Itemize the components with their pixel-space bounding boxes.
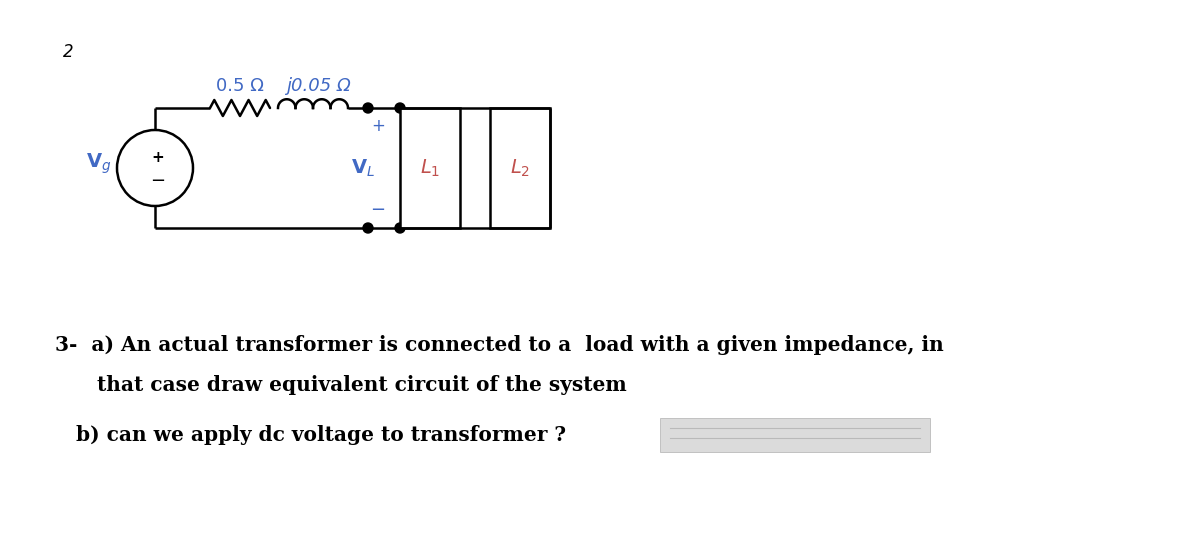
Text: +: + [151, 151, 164, 165]
Text: $\mathit{L}_1$: $\mathit{L}_1$ [420, 157, 440, 179]
Circle shape [395, 103, 406, 113]
Circle shape [364, 103, 373, 113]
Bar [400, 108, 460, 228]
Text: 3-  a) An actual transformer is connected to a  load with a given impedance, in: 3- a) An actual transformer is connected… [55, 335, 943, 355]
Text: 0.5 Ω: 0.5 Ω [216, 77, 264, 95]
Text: −: − [150, 172, 166, 190]
Text: b) can we apply dc voltage to transformer ?: b) can we apply dc voltage to transforme… [55, 425, 566, 445]
Text: −: − [371, 201, 385, 219]
Circle shape [364, 223, 373, 233]
Text: $\mathbf{V}_L$: $\mathbf{V}_L$ [350, 157, 376, 179]
Text: j0.05 Ω: j0.05 Ω [286, 77, 350, 95]
Bar [660, 418, 930, 452]
Bar [490, 108, 550, 228]
Text: $\mathit{L}_2$: $\mathit{L}_2$ [510, 157, 530, 179]
Circle shape [395, 223, 406, 233]
Text: +: + [371, 117, 385, 135]
Text: 2: 2 [62, 43, 73, 61]
Text: that case draw equivalent circuit of the system: that case draw equivalent circuit of the… [55, 375, 626, 395]
Text: $\mathbf{V}_g$: $\mathbf{V}_g$ [86, 152, 112, 176]
